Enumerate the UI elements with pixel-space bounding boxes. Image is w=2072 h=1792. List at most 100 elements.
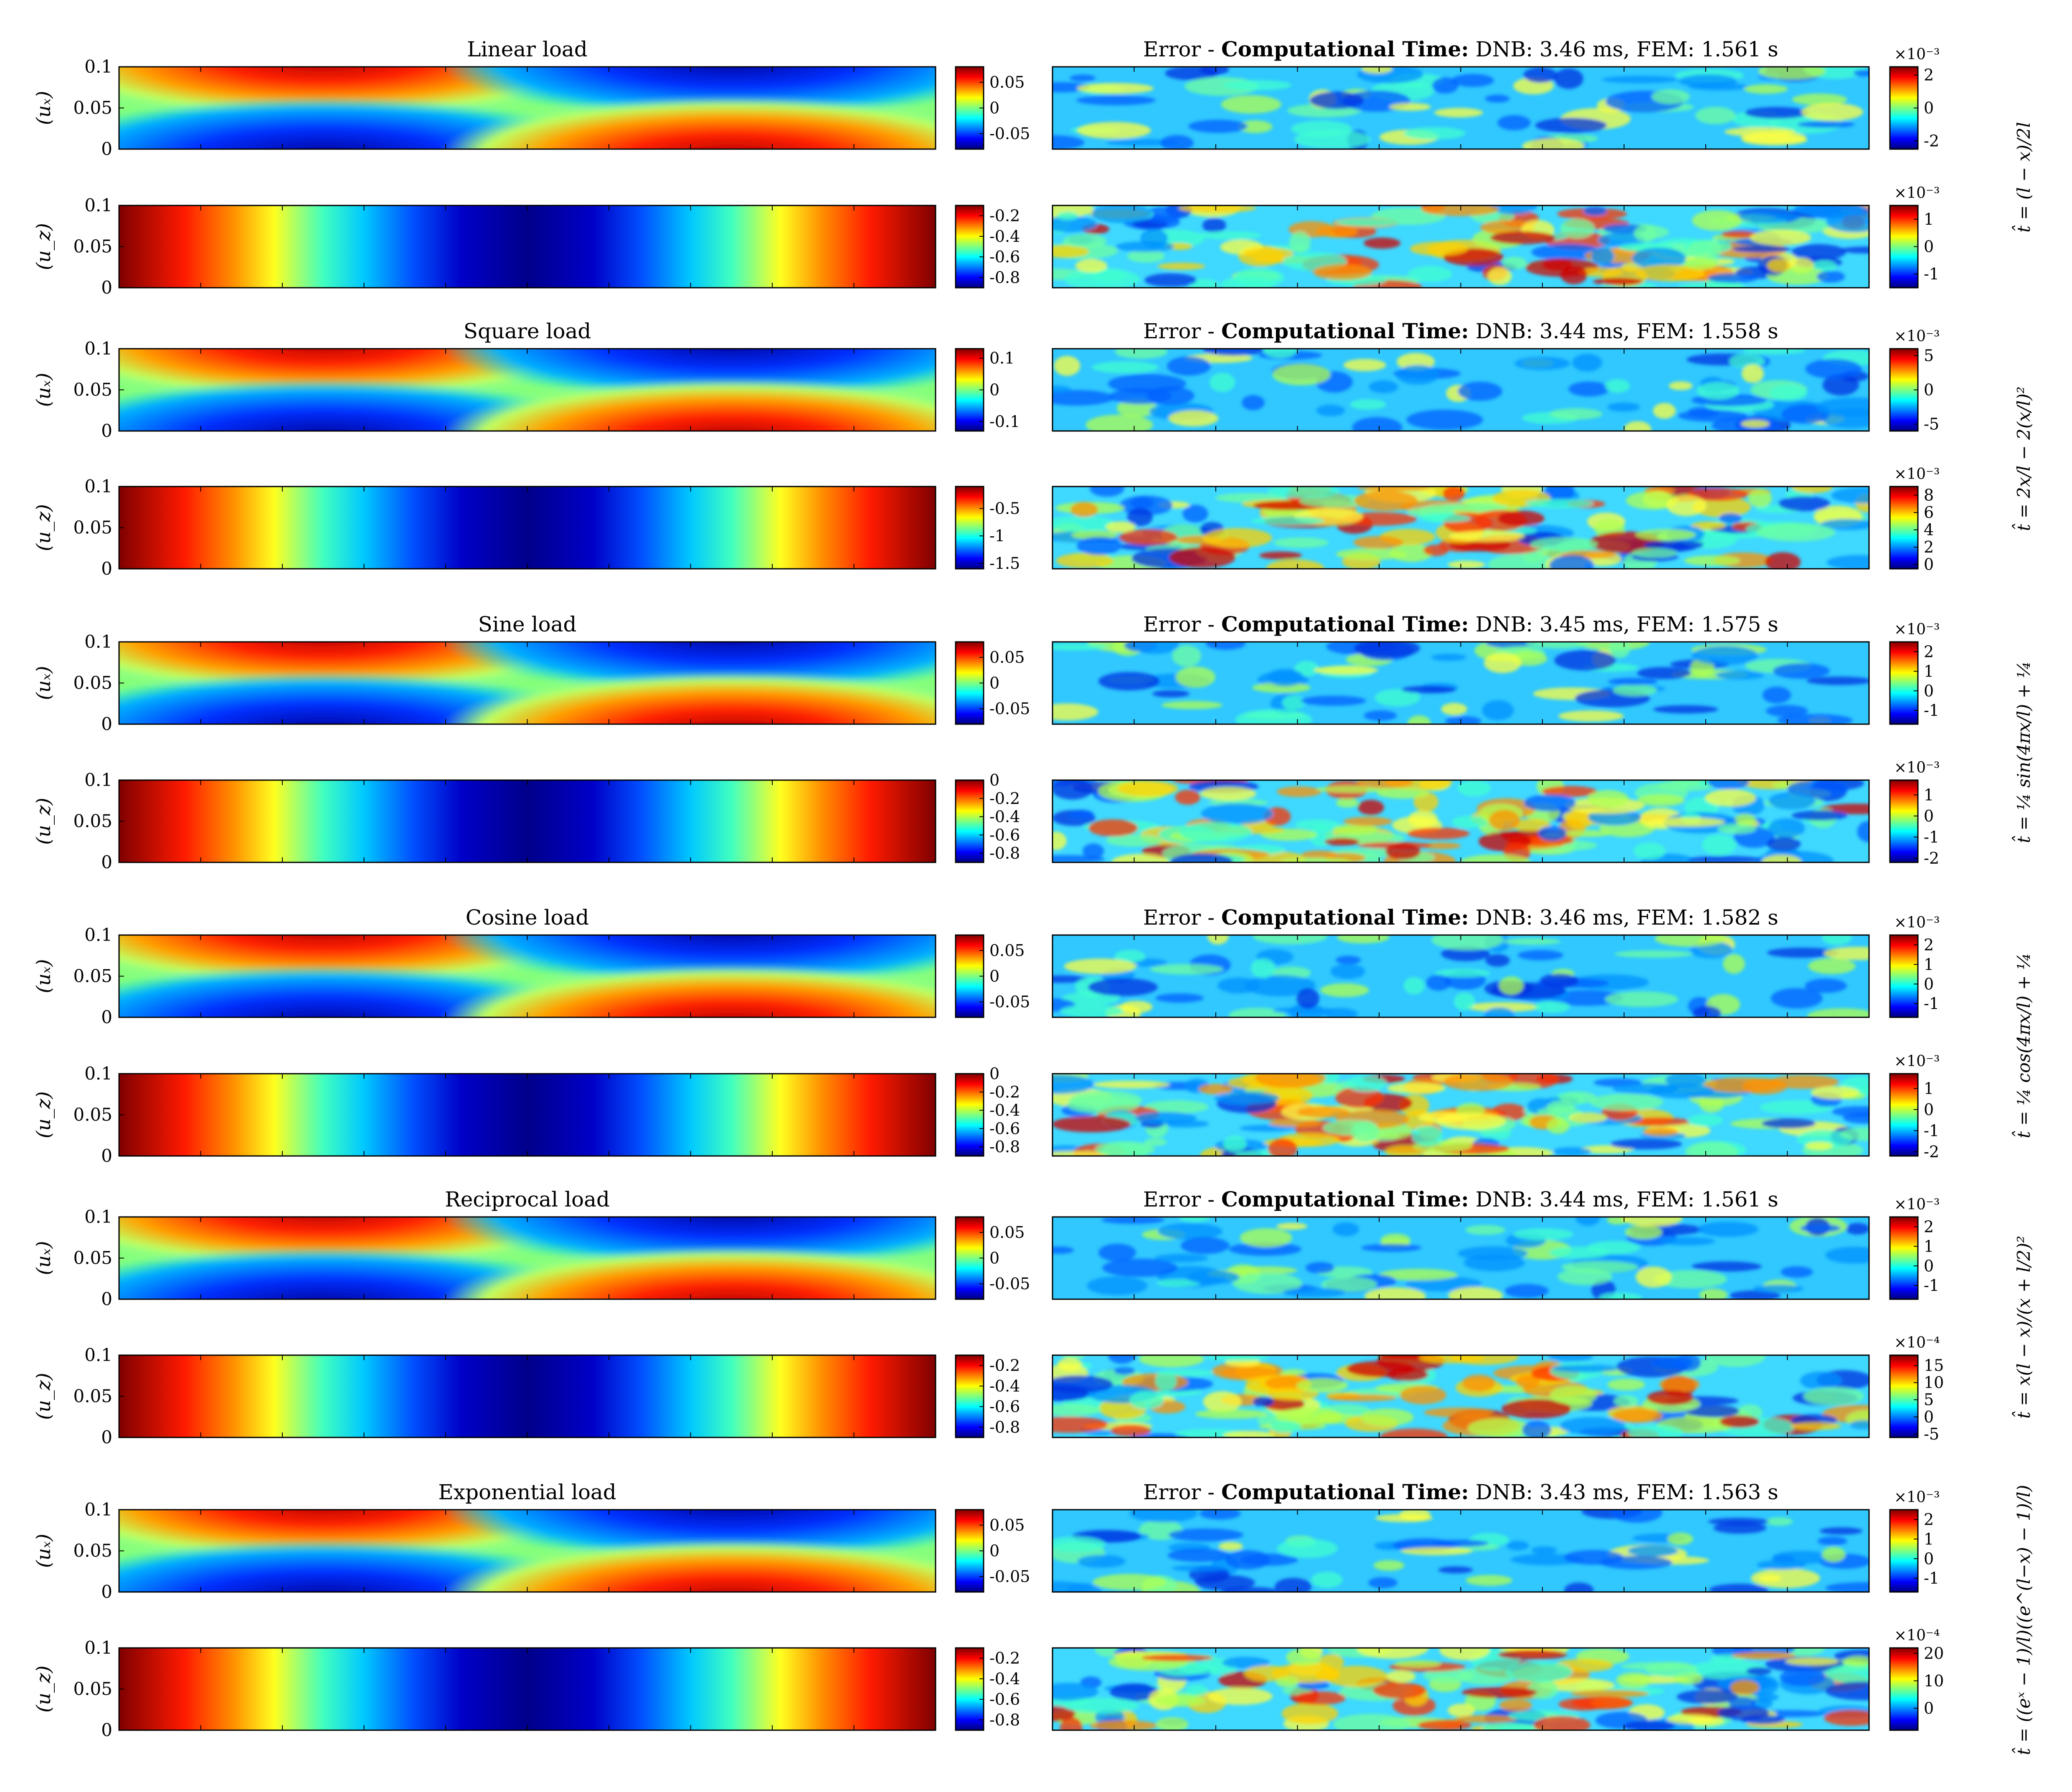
error-blob xyxy=(1824,1710,1869,1726)
error-blob xyxy=(1052,515,1115,532)
error-blob xyxy=(1462,1374,1496,1392)
error-blob xyxy=(1770,988,1823,1009)
error-title-bold: Computational Time: xyxy=(1221,37,1469,61)
error-blob xyxy=(1135,1112,1197,1125)
error-blob xyxy=(1715,670,1765,680)
error-blob xyxy=(1311,1571,1343,1588)
error-blob xyxy=(1069,809,1094,819)
error-blob xyxy=(1765,1517,1793,1526)
error-blob xyxy=(1220,276,1275,288)
error-title-rest: DNB: 3.45 ms, FEM: 1.575 s xyxy=(1469,612,1778,636)
error-blob xyxy=(1380,1428,1448,1437)
error-blob xyxy=(1826,212,1869,233)
error-blob xyxy=(1361,1244,1422,1252)
error-blob xyxy=(1203,349,1265,356)
error-blob xyxy=(1223,1135,1247,1153)
error-blob xyxy=(1679,282,1746,288)
error-blob xyxy=(1315,1669,1340,1681)
error-blob xyxy=(1768,818,1805,838)
y-axis-label: (uₓ) xyxy=(32,1241,55,1275)
y-tick-label: 0 xyxy=(101,1289,112,1309)
error-blob xyxy=(1267,669,1304,687)
error-blob xyxy=(1778,496,1830,511)
y-tick-label: 0.1 xyxy=(84,195,112,215)
error-blob xyxy=(1172,645,1202,667)
colorbar-tick-label: 0 xyxy=(989,674,999,692)
error-blob xyxy=(1647,1390,1694,1405)
error-blob xyxy=(1373,1682,1426,1699)
error-blob xyxy=(1431,654,1466,661)
error-blob xyxy=(1449,530,1525,542)
colorbar-frame xyxy=(1889,1354,1919,1438)
error-blob xyxy=(1235,709,1313,724)
ux-error-axes: 2 10-1 ×10⁻³ xyxy=(1052,1489,1940,1593)
colorbar-tick-label: 0 xyxy=(1924,807,1934,825)
colorbar xyxy=(956,1510,984,1592)
error-blob xyxy=(1719,513,1742,524)
error-blob xyxy=(1066,1095,1139,1114)
colorbar-frame xyxy=(1889,779,1919,863)
uz-heatmap xyxy=(119,780,936,862)
error-blob xyxy=(1460,854,1531,862)
colorbar-multiplier: ×10⁻³ xyxy=(1894,466,1940,483)
error-blob xyxy=(1431,935,1504,950)
ux-axes: 0.1 0.05 0 (uₓ) 0.05 0 -0.05 xyxy=(32,631,1030,734)
error-blob xyxy=(1092,361,1159,373)
error-blobs xyxy=(1052,1355,1869,1437)
colorbar xyxy=(1890,1074,1918,1156)
colorbar-tick-label: 0 xyxy=(1924,1549,1934,1568)
error-blob xyxy=(1713,1522,1767,1534)
colorbar-tick-label: 1 xyxy=(1924,210,1934,228)
colorbar-multiplier: ×10⁻³ xyxy=(1894,1489,1940,1506)
error-blob xyxy=(1052,135,1085,149)
error-blob xyxy=(1605,991,1679,1007)
error-title-prefix: Error - xyxy=(1143,1187,1221,1212)
colorbar-tick-label: 0 xyxy=(1924,381,1934,399)
error-blob xyxy=(1825,1247,1869,1264)
error-blob xyxy=(1535,118,1607,133)
error-blob xyxy=(1686,1405,1740,1418)
error-blob xyxy=(1692,1006,1722,1017)
error-blob xyxy=(1653,403,1676,419)
ux-axes: 0.1 0.05 0 (uₓ) 0.1 0 -0.1 xyxy=(32,338,1020,441)
load-formula: t̂ = x(l − x)/(x + l/2)² xyxy=(2011,1236,2034,1419)
y-tick-label: 0.05 xyxy=(73,98,112,118)
error-blob xyxy=(1572,1696,1633,1709)
y-axis-label: (uₓ) xyxy=(32,959,55,994)
error-blob xyxy=(1426,975,1451,991)
error-blob xyxy=(1564,1582,1594,1592)
error-blob xyxy=(1172,1565,1228,1572)
colorbar-tick-label: 6 xyxy=(1924,503,1934,522)
error-blob xyxy=(1512,819,1551,831)
uz-axes: 0.1 0.05 0 (u_z) -0.2 -0.4 -0.6 -0.8 xyxy=(32,1345,1020,1447)
error-blob xyxy=(1552,1364,1619,1373)
error-blob xyxy=(1605,379,1630,393)
uz-axes: 0.1 0.05 0 (u_z) -0.2 -0.4 -0.6 -0.8 xyxy=(32,195,1020,298)
error-blob xyxy=(1457,1667,1515,1685)
error-blob xyxy=(1178,1663,1219,1675)
error-blob xyxy=(1803,1387,1864,1406)
colorbar-tick-label: -1.5 xyxy=(989,554,1020,573)
y-tick-label: 0.05 xyxy=(73,966,112,986)
error-blob xyxy=(1052,1416,1108,1433)
error-blob xyxy=(1396,365,1439,385)
error-blob xyxy=(1200,67,1229,75)
error-blob xyxy=(1259,551,1302,560)
error-blob xyxy=(1400,1510,1431,1521)
error-blob xyxy=(1602,76,1679,84)
error-blobs xyxy=(1052,1217,1869,1299)
error-blob xyxy=(1455,1715,1518,1723)
error-blob xyxy=(1412,1125,1443,1147)
error-blob xyxy=(1806,677,1869,685)
colorbar-tick-label: -0.1 xyxy=(989,412,1020,431)
error-blob xyxy=(1534,1001,1570,1013)
error-blob xyxy=(1356,1648,1429,1659)
error-blob xyxy=(1669,381,1693,390)
error-blob xyxy=(1316,225,1358,238)
error-blob xyxy=(1333,1713,1410,1730)
y-tick-label: 0.1 xyxy=(84,56,112,77)
colorbar-tick-label: -0.6 xyxy=(989,1690,1020,1708)
error-blob xyxy=(1400,1386,1447,1404)
error-blob xyxy=(1109,388,1171,405)
error-blob xyxy=(1275,1407,1343,1425)
